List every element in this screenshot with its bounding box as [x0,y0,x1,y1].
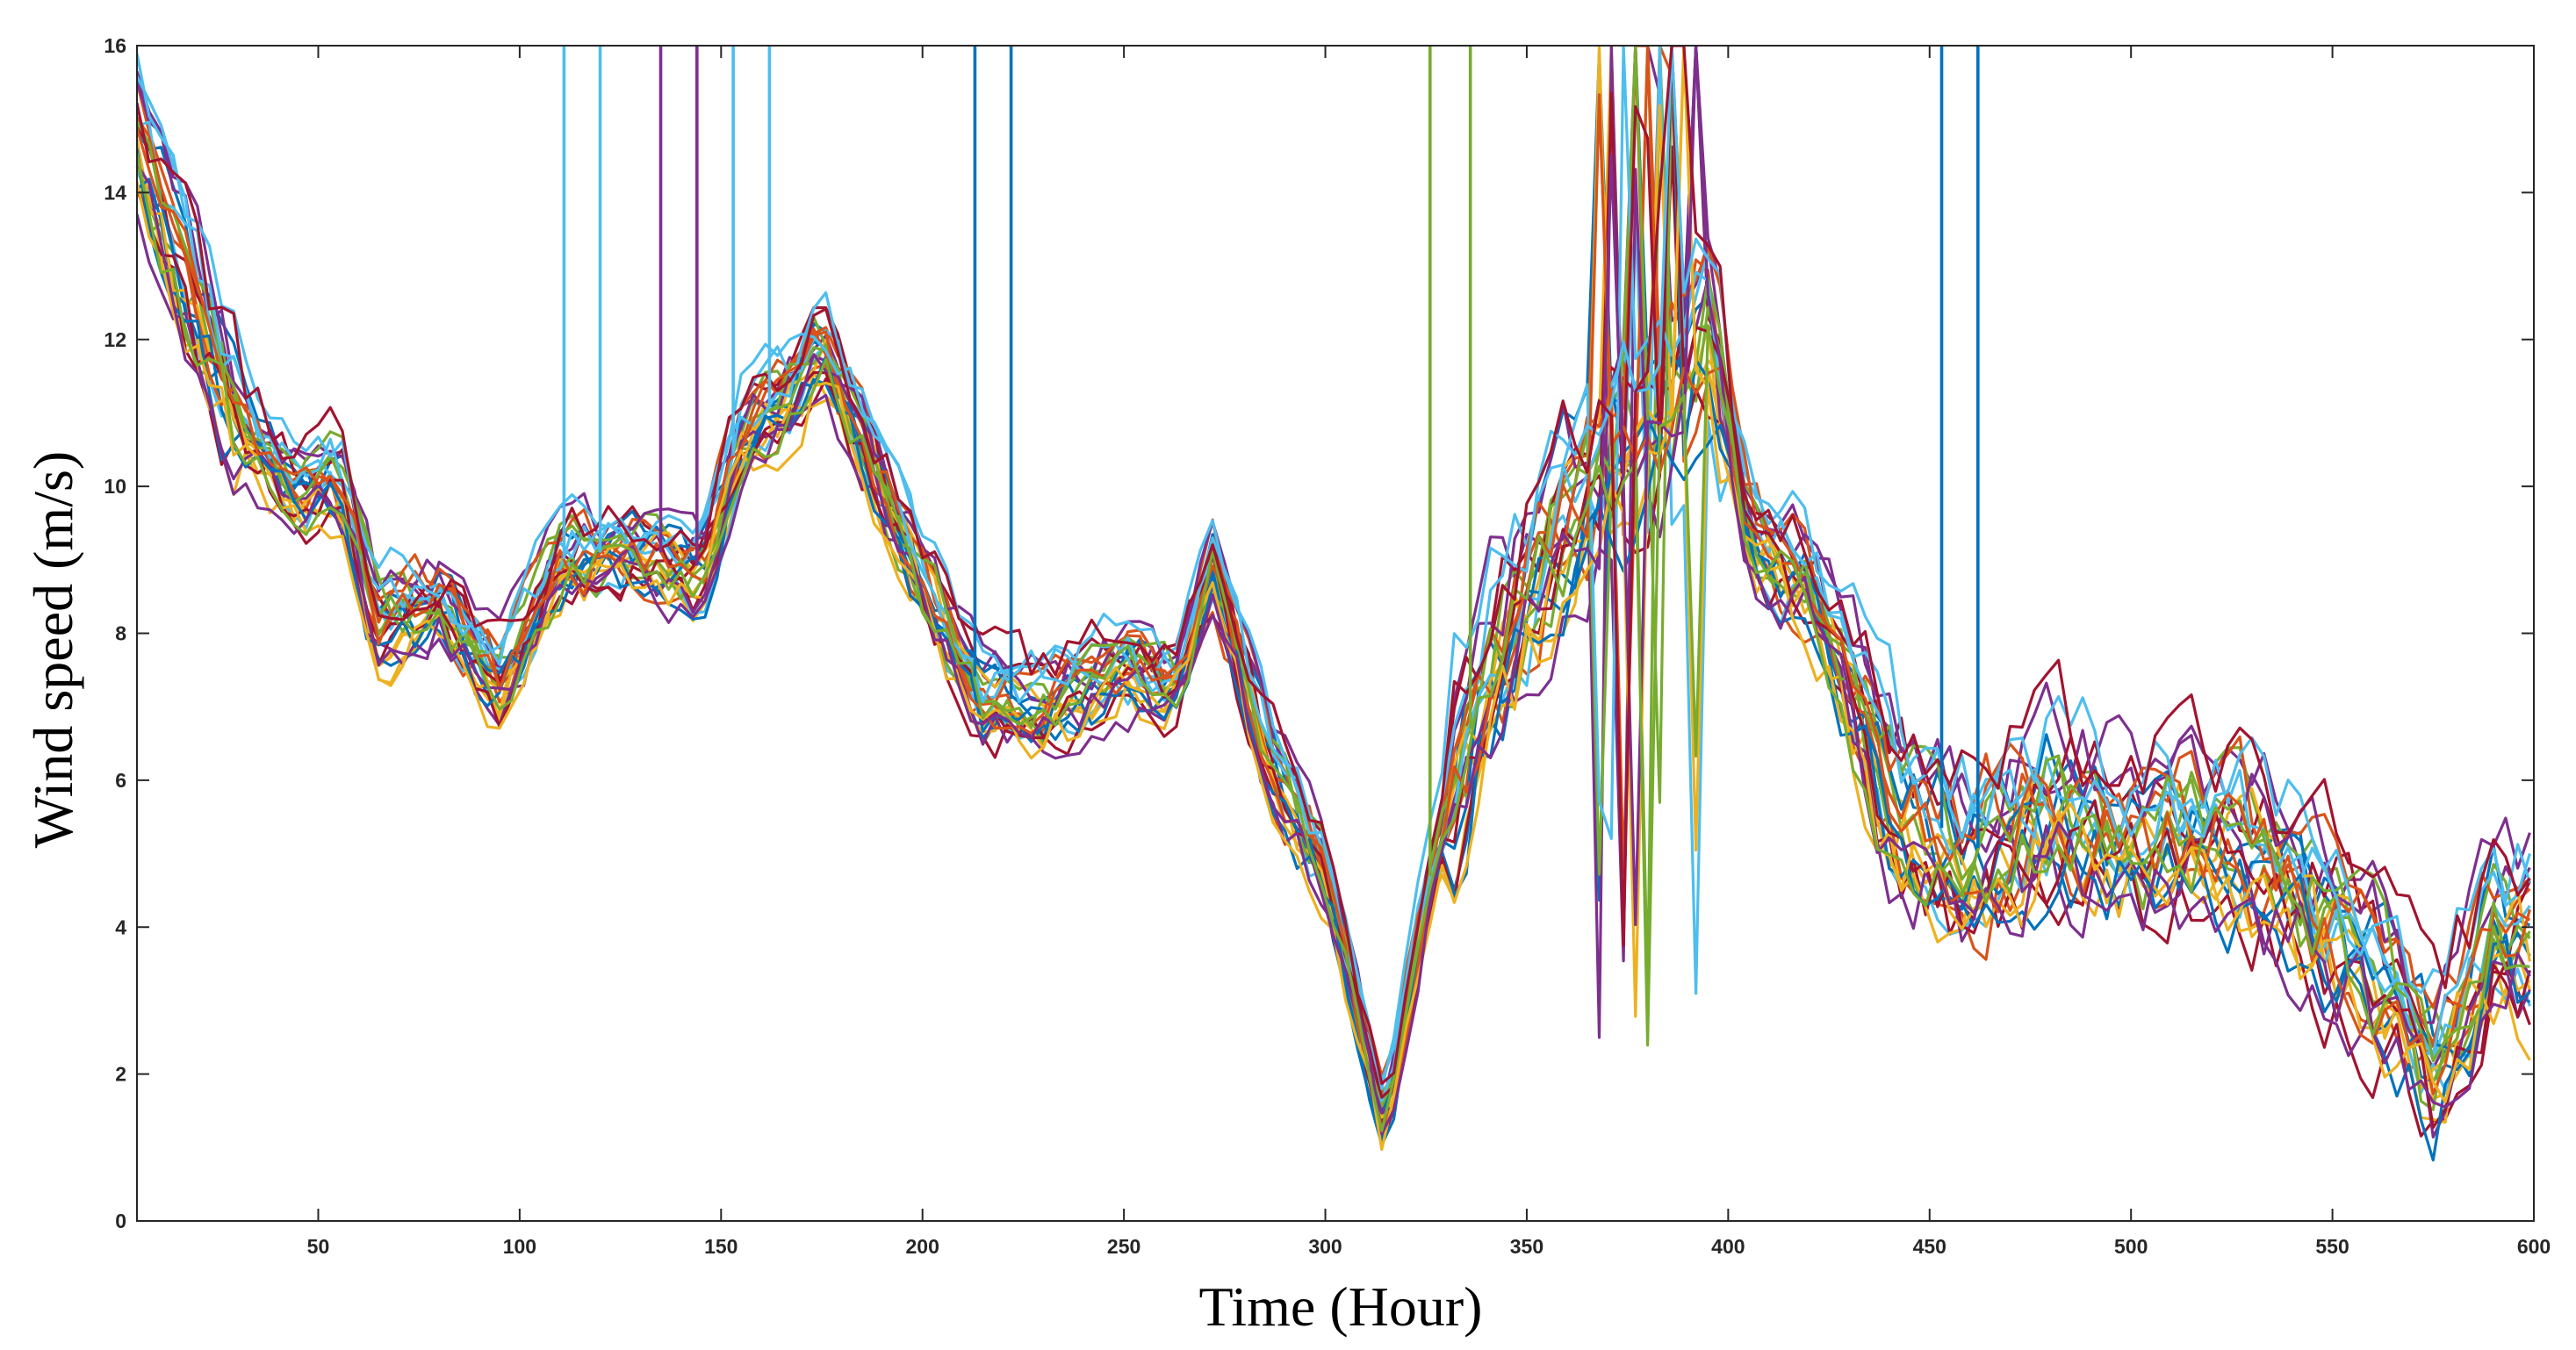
x-tick-label: 200 [906,1235,939,1258]
x-tick-label: 600 [2517,1235,2551,1258]
x-tick-label: 400 [1711,1235,1745,1258]
x-tick-label: 300 [1308,1235,1342,1258]
y-axis-title: Wind speed (m/s) [22,451,84,848]
x-tick-label: 50 [307,1235,330,1258]
x-tick-label: 450 [1913,1235,1946,1258]
series-line-26 [137,153,2530,1132]
y-tick-label: 16 [104,34,126,57]
x-tick-label: 550 [2315,1235,2349,1258]
y-tick-label: 0 [115,1210,126,1232]
series-line-20 [137,46,2531,1102]
y-tick-label: 12 [104,328,126,351]
series-line-25 [137,46,2531,1136]
x-tick-label: 350 [1510,1235,1543,1258]
y-tick-label: 6 [115,769,126,792]
x-tick-label: 500 [2114,1235,2148,1258]
series-line-19 [137,46,2531,1091]
x-tick-label: 100 [503,1235,536,1258]
y-tick-label: 2 [115,1063,126,1086]
series-line-28 [137,46,2531,1086]
series-line-23 [137,93,2531,1130]
series-layer [137,46,2531,1162]
y-tick-label: 10 [104,475,126,498]
axes-layer: 50 100 150 200 250 300 350 400 450 500 550 600 0 2 4 6 8… [104,34,2551,1258]
x-tick-label: 150 [704,1235,738,1258]
y-tick-label: 8 [115,622,126,645]
series-line-27 [137,46,2531,1090]
x-tick-label: 250 [1107,1235,1140,1258]
series-line-24 [137,46,2531,1152]
series-line-22 [137,148,2531,1162]
x-axis-title: Time (Hour) [1199,1275,1483,1338]
y-tick-label: 14 [104,181,126,204]
y-tick-label: 4 [115,916,126,938]
